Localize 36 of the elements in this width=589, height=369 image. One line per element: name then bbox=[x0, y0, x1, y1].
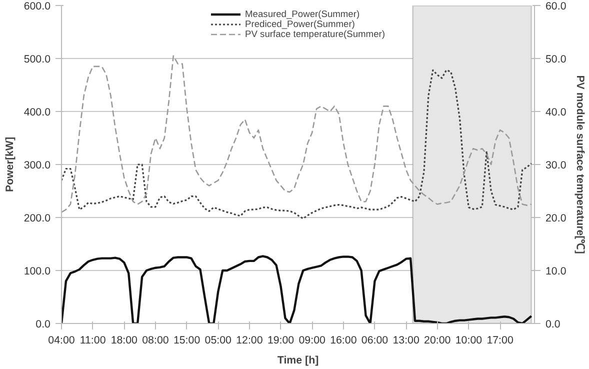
x-tick-label: 17:00 bbox=[486, 334, 514, 346]
x-tick-label: 20:00 bbox=[424, 334, 451, 346]
y-tick-label: 200.0 bbox=[24, 212, 51, 224]
y2-tick-label: 20.0 bbox=[546, 212, 566, 224]
x-axis-title: Time [h] bbox=[277, 354, 319, 366]
x-tick-label: 19:00 bbox=[267, 334, 294, 346]
x-tick-label: 06:00 bbox=[361, 334, 388, 346]
y2-tick-label: 40.0 bbox=[546, 106, 566, 118]
x-tick-label: 05:00 bbox=[204, 334, 232, 346]
y-axis-title: Power[kW] bbox=[4, 136, 16, 192]
y-tick-label: 500.0 bbox=[24, 54, 51, 66]
x-tick-label: 10:00 bbox=[455, 334, 482, 346]
x-tick-label: 04:00 bbox=[48, 334, 75, 346]
y2-tick-label: 50.0 bbox=[546, 54, 566, 66]
x-tick-label: 18:00 bbox=[110, 334, 138, 346]
y-tick-label: 600.0 bbox=[24, 0, 51, 12]
x-tick-label: 08:00 bbox=[142, 334, 169, 346]
y2-tick-label: 30.0 bbox=[546, 160, 566, 172]
x-tick-label: 09:00 bbox=[298, 334, 326, 346]
y-tick-label: 0.0 bbox=[36, 318, 51, 330]
y-tick-label: 400.0 bbox=[24, 106, 51, 118]
y-tick-label: 100.0 bbox=[24, 266, 51, 278]
x-tick-label: 15:00 bbox=[173, 334, 200, 346]
legend-label: Prediced_Power(Summer) bbox=[245, 19, 355, 29]
y2-axis-title: PV module surface temperature[℃] bbox=[574, 75, 586, 254]
line-series bbox=[62, 255, 532, 324]
y-tick-label: 300.0 bbox=[24, 160, 51, 172]
y2-tick-label: 10.0 bbox=[546, 266, 566, 278]
legend-label: PV surface temperature(Summer) bbox=[245, 29, 385, 39]
y2-tick-label: 0.0 bbox=[546, 318, 560, 330]
x-tick-label: 12:00 bbox=[236, 334, 263, 346]
x-tick-label: 16:00 bbox=[330, 334, 357, 346]
legend-label: Measured_Power(Summer) bbox=[245, 9, 360, 19]
y2-tick-label: 60.0 bbox=[546, 0, 566, 12]
x-tick-label: 13:00 bbox=[392, 334, 420, 346]
x-tick-label: 11:00 bbox=[80, 334, 106, 346]
